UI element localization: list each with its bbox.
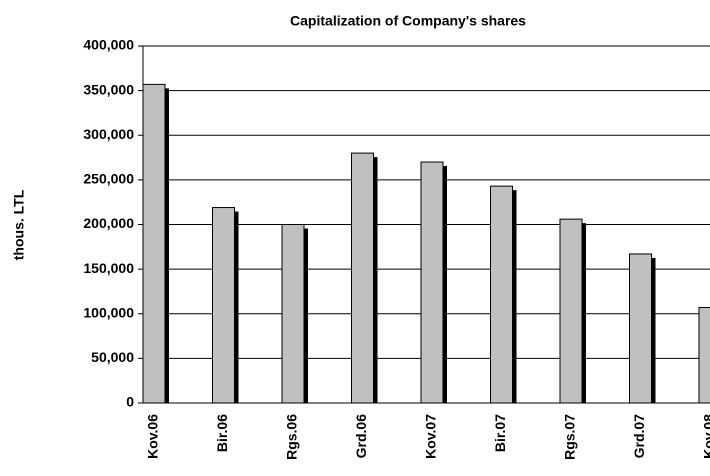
x-tick-label: Kov.08 — [701, 414, 710, 459]
y-tick-label: 200,000 — [83, 215, 134, 231]
x-tick-label: Bir.07 — [492, 414, 508, 452]
y-tick-label: 150,000 — [83, 260, 134, 276]
y-tick-label: 300,000 — [83, 126, 134, 142]
bar — [559, 218, 583, 404]
x-tick-label: Grd.07 — [631, 414, 647, 459]
y-tick-label: 350,000 — [83, 81, 134, 97]
x-tick-label: Kov.06 — [145, 414, 161, 459]
y-tick-label: 250,000 — [83, 171, 134, 187]
x-tick-label: Bir.06 — [214, 414, 230, 452]
bar — [490, 185, 513, 404]
y-tick-label: 0 — [126, 394, 134, 410]
y-tick-label: 400,000 — [83, 37, 134, 53]
bar — [420, 161, 444, 404]
bar — [698, 307, 710, 404]
bar — [629, 253, 652, 404]
bar — [142, 83, 166, 404]
y-tick-label: 100,000 — [83, 304, 134, 320]
x-tick-label: Kov.07 — [423, 414, 439, 459]
x-tick-label: Rgs.06 — [284, 414, 300, 460]
bar — [351, 152, 374, 404]
x-tick-label: Grd.06 — [353, 414, 369, 459]
y-tick-label: 50,000 — [91, 349, 134, 365]
bar — [212, 207, 235, 404]
chart-title: Capitalization of Company's shares — [290, 13, 526, 29]
y-axis-label: thous. LTL — [11, 189, 27, 260]
x-tick-label: Rgs.07 — [562, 414, 578, 460]
bar — [281, 224, 305, 404]
